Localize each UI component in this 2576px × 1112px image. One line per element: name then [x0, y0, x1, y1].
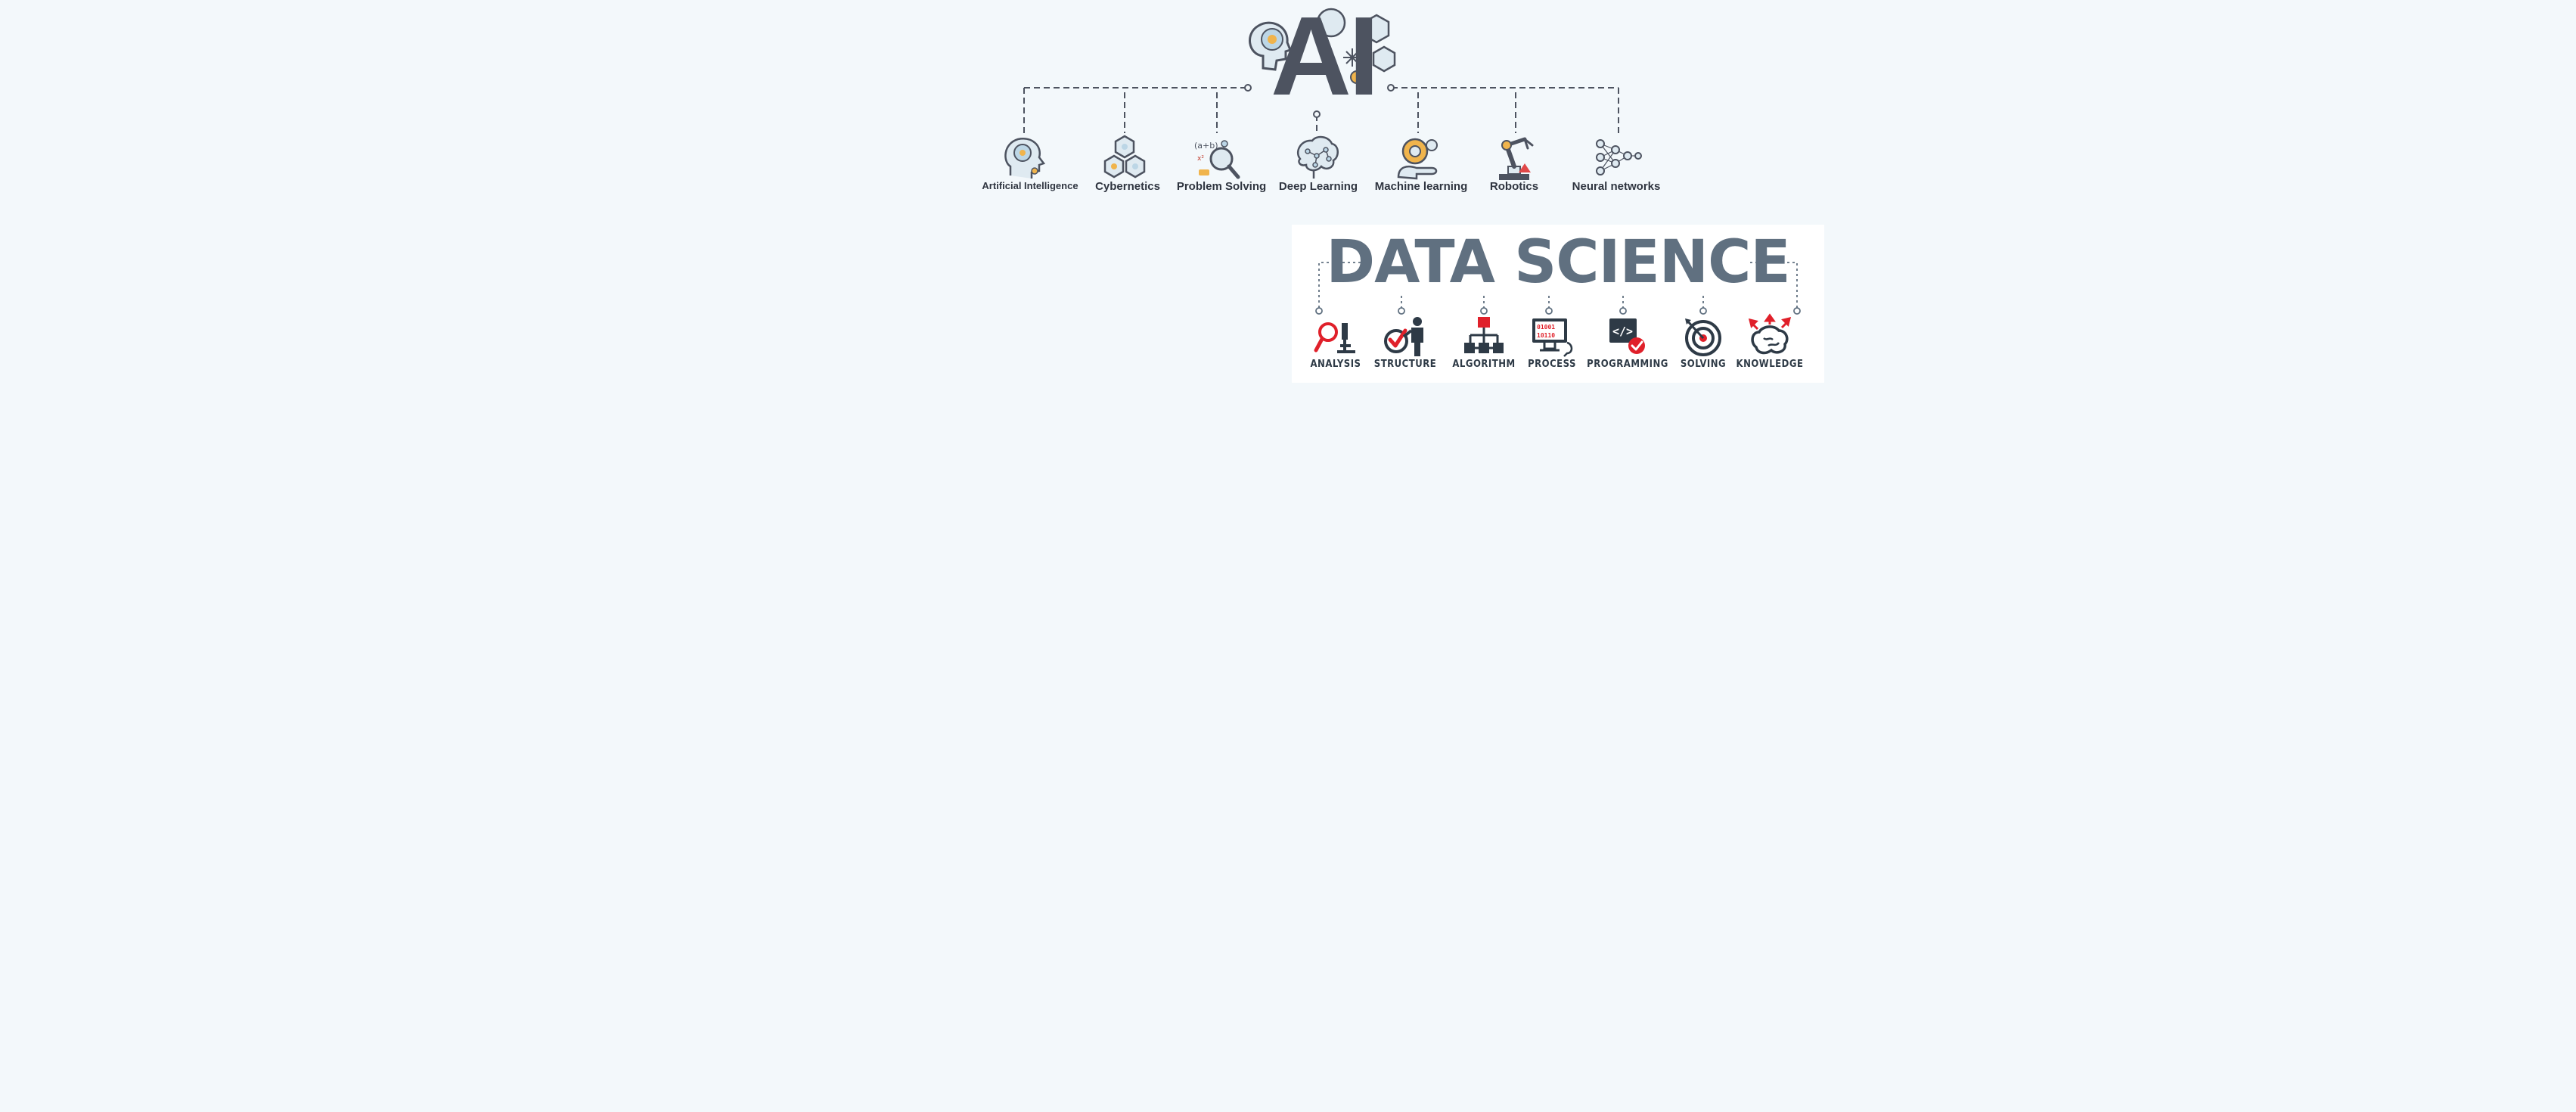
neural-network-icon [1594, 133, 1643, 182]
monitor-binary-icon: 01001 10110 [1531, 315, 1573, 358]
svg-text:10110: 10110 [1537, 332, 1555, 339]
ai-title: AI [968, 0, 1679, 113]
data-science-banner: DATA SCIENCE 01001 10110 </> [1292, 225, 1824, 383]
svg-text:(a+b): (a+b) [1194, 141, 1218, 151]
person-checklist-icon [1384, 315, 1426, 358]
ds-label-programming: PROGRAMMING [1586, 359, 1669, 370]
flowchart-icon [1463, 315, 1505, 358]
svg-text:01001: 01001 [1537, 324, 1555, 331]
ds-label-process: PROCESS [1510, 359, 1594, 370]
ai-diagram: AI (a+b) x² [968, 0, 1679, 204]
magnifier-formula-icon: (a+b) x² [1193, 133, 1241, 182]
ds-label-knowledge: KNOWLEDGE [1728, 359, 1811, 370]
svg-text:</>: </> [1612, 325, 1633, 338]
brain-network-icon [1293, 133, 1341, 182]
ai-label-neural-networks: Neural networks [1552, 180, 1681, 193]
microscope-magnifier-icon [1314, 315, 1357, 358]
robot-arm-icon [1491, 133, 1540, 182]
svg-text:x²: x² [1197, 155, 1204, 163]
ds-label-structure: STRUCTURE [1364, 359, 1447, 370]
target-icon [1682, 315, 1724, 358]
head-brain-icon [1000, 133, 1048, 182]
hand-gear-icon [1394, 133, 1442, 182]
cubes-network-icon [1100, 133, 1149, 182]
code-check-icon: </> [1606, 315, 1649, 358]
data-science-title: DATA SCIENCE [1292, 229, 1824, 296]
brain-arrows-icon [1749, 315, 1791, 358]
